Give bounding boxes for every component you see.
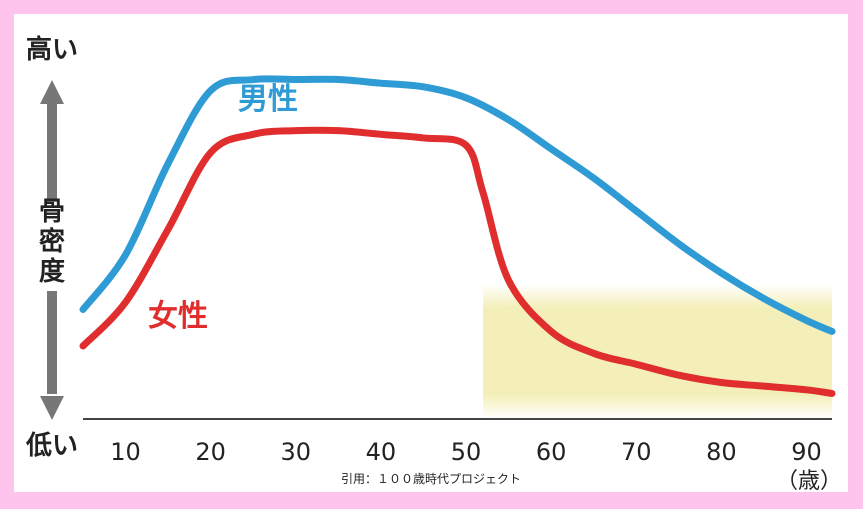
y-low-label: 低い	[25, 431, 78, 461]
y-axis-arrow	[40, 80, 64, 420]
x-tick-label: 20	[195, 438, 226, 466]
y-high-label: 高い	[26, 34, 78, 65]
series-line-female	[79, 126, 836, 397]
x-tick-label: 80	[706, 438, 737, 466]
citation: 引用：１００歳時代プロジェクト	[340, 472, 521, 486]
x-tick-label: 50	[451, 438, 482, 466]
x-tick-label: 60	[536, 438, 567, 466]
series-label-female: 女性	[148, 299, 208, 334]
x-tick-label: 70	[621, 438, 652, 466]
x-tick-label: 10	[110, 438, 141, 466]
x-tick-label: 30	[281, 438, 312, 466]
x-tick-label: 40	[366, 438, 397, 466]
x-unit-label: （歳）	[776, 469, 842, 492]
chart-frame: 10 20 30 40 50 60 70 80 90 高い 骨密度 低い （歳） 男性 女性 引…	[14, 14, 848, 492]
y-axis-label: 骨密度	[39, 197, 65, 287]
series-label-male: 男性	[238, 82, 298, 117]
series-line-male	[79, 75, 836, 335]
x-tick-label: 90	[791, 438, 822, 466]
y-axis-label-char: 密	[39, 226, 65, 257]
y-axis-label-char: 度	[39, 256, 65, 287]
y-axis-label-char: 骨	[39, 197, 65, 227]
bone-density-chart: 10 20 30 40 50 60 70 80 90 高い 骨密度 低い （歳） 男性 女性	[25, 34, 842, 492]
